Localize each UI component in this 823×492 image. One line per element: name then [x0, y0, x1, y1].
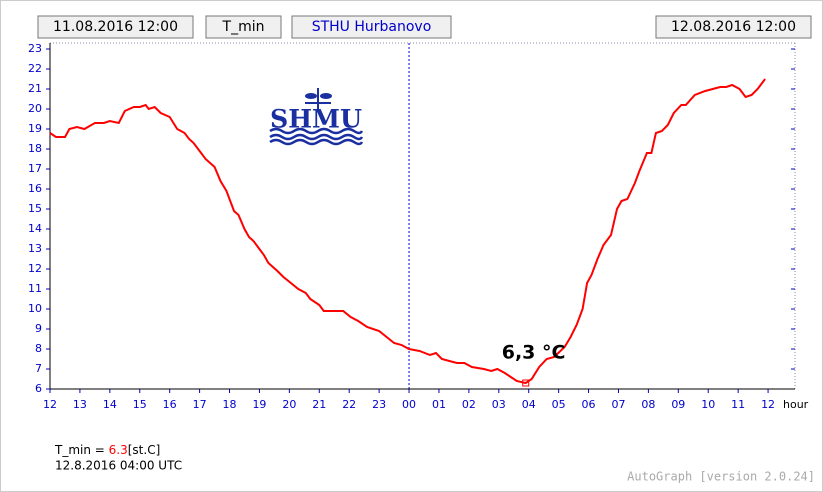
- x-tick-label: 05: [552, 398, 566, 411]
- x-tick-label: 22: [342, 398, 356, 411]
- y-tick-label: 6: [35, 382, 42, 395]
- min-marker: [522, 379, 530, 387]
- y-tick-label: 16: [28, 182, 42, 195]
- y-tick-label: 22: [28, 62, 42, 75]
- header-box: [655, 15, 812, 39]
- x-tick-label: 23: [372, 398, 386, 411]
- min-annotation: 6,3 °C: [502, 342, 566, 364]
- x-tick-label: 04: [522, 398, 536, 411]
- y-tick-label: 11: [28, 282, 42, 295]
- footer-unit: [st.C]: [128, 443, 161, 457]
- header-box: [37, 15, 194, 39]
- x-tick-label: 12: [43, 398, 57, 411]
- y-tick-label: 19: [28, 122, 42, 135]
- footer-number: 6.3: [109, 443, 128, 457]
- y-tick-label: 9: [35, 322, 42, 335]
- x-tick-label: 09: [671, 398, 685, 411]
- end-time: 12.08.2016 12:00: [671, 19, 796, 35]
- footer-time: 12.8.2016 04:00 UTC: [55, 459, 182, 473]
- y-tick-label: 15: [28, 202, 42, 215]
- x-tick-label: 08: [641, 398, 655, 411]
- variable: T_min: [222, 19, 265, 35]
- x-tick-label: 20: [282, 398, 296, 411]
- x-tick-label: 15: [133, 398, 147, 411]
- x-tick-label: 16: [163, 398, 177, 411]
- y-tick-label: 17: [28, 162, 42, 175]
- x-tick-label: 14: [103, 398, 117, 411]
- footer-label: T_min =: [54, 443, 109, 457]
- x-tick-label: 07: [611, 398, 625, 411]
- x-tick-label: 01: [432, 398, 446, 411]
- x-axis-label: hour: [783, 398, 809, 411]
- logo: SHMU: [269, 88, 364, 146]
- y-tick-label: 20: [28, 102, 42, 115]
- x-tick-label: 11: [731, 398, 745, 411]
- y-tick-label: 12: [28, 262, 42, 275]
- y-tick-label: 7: [35, 362, 42, 375]
- x-tick-label: 02: [462, 398, 476, 411]
- series-line: [49, 78, 766, 385]
- x-tick-label: 06: [582, 398, 596, 411]
- header-box: [291, 15, 452, 39]
- header-box: [205, 15, 282, 39]
- start-time: 11.08.2016 12:00: [53, 19, 178, 35]
- x-tick-label: 12: [761, 398, 775, 411]
- y-tick-label: 21: [28, 82, 42, 95]
- x-tick-label: 10: [701, 398, 715, 411]
- y-tick-label: 13: [28, 242, 42, 255]
- x-tick-label: 00: [402, 398, 416, 411]
- x-tick-label: 03: [492, 398, 506, 411]
- y-tick-label: 14: [28, 222, 42, 235]
- y-tick-label: 23: [28, 42, 42, 55]
- x-tick-label: 21: [312, 398, 326, 411]
- footer-value: T_min = 6.3[st.C]: [54, 443, 160, 457]
- y-tick-label: 18: [28, 142, 42, 155]
- x-tick-label: 19: [252, 398, 266, 411]
- x-tick-label: 18: [223, 398, 237, 411]
- y-tick-label: 8: [35, 342, 42, 355]
- x-tick-label: 17: [193, 398, 207, 411]
- y-tick-label: 10: [28, 302, 42, 315]
- station: STHU Hurbanovo: [312, 19, 432, 35]
- x-tick-label: 13: [73, 398, 87, 411]
- credit: AutoGraph [version 2.0.24]: [627, 470, 815, 484]
